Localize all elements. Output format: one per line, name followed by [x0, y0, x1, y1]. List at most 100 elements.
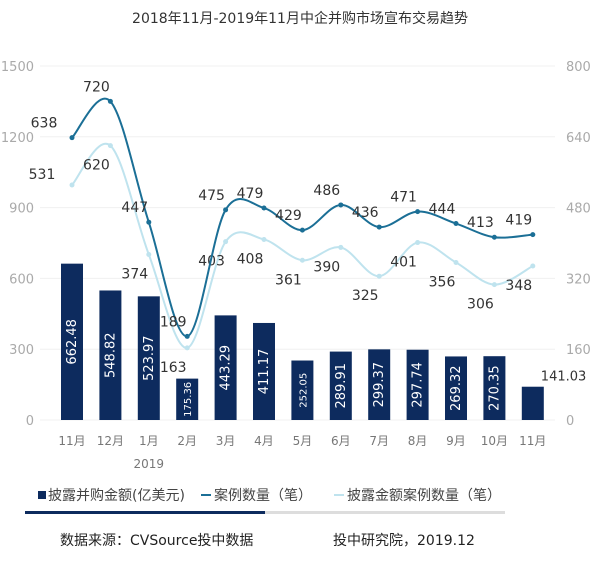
line-value-label: 444 [429, 202, 456, 218]
series-point [376, 224, 382, 230]
bar [368, 349, 391, 420]
bar-value-label: 662.48 [65, 319, 80, 365]
x-tick-label: 8月 [408, 434, 428, 448]
left-tick-label: 600 [9, 272, 34, 287]
line-value-label: 531 [29, 167, 56, 183]
series-point [261, 236, 267, 242]
bar [291, 360, 314, 420]
legend: 披露并购金额(亿美元) 案例数量（笔） 披露金额案例数量（笔） [0, 485, 600, 505]
bar [445, 356, 467, 420]
bar-value-label: 548.82 [103, 332, 118, 378]
series-point [453, 221, 459, 227]
bar-value-label: 270.35 [487, 365, 502, 411]
series-point [453, 259, 459, 265]
line-value-label: 189 [160, 314, 187, 330]
series-point [223, 207, 229, 213]
left-tick-label: 1200 [1, 131, 34, 146]
right-tick-label: 640 [566, 131, 591, 146]
bar [176, 378, 199, 420]
line-value-label: 306 [467, 297, 494, 313]
bar-value-label: 523.97 [142, 335, 157, 381]
bar-value-label: 297.74 [411, 362, 426, 408]
line-value-label: 408 [237, 251, 264, 267]
left-tick-label: 0 [26, 414, 34, 429]
bar-value-label: 299.37 [372, 362, 387, 408]
series-point [415, 209, 421, 215]
x-tick-label: 4月 [254, 434, 274, 448]
series-point [223, 239, 229, 245]
x-tick-label: 11月 [58, 434, 85, 448]
line-value-label: 403 [198, 254, 225, 270]
series-point [415, 240, 421, 246]
bar-value-label: 141.03 [541, 370, 587, 385]
bar [329, 351, 352, 420]
x-tick-label: 9月 [446, 434, 466, 448]
series-point [491, 234, 497, 240]
legend-item-cases: 案例数量（笔） [201, 485, 312, 505]
bar-swatch-icon [38, 491, 46, 499]
line-value-label: 436 [352, 205, 379, 221]
x-tick-label: 5月 [293, 434, 313, 448]
bar [406, 349, 429, 420]
x-tick-label: 7月 [369, 434, 389, 448]
line-value-label: 720 [83, 79, 110, 95]
bar-value-label: 269.32 [449, 365, 464, 411]
left-tick-label: 900 [9, 202, 34, 217]
chart-plot: 0 0 300 160 600 320 900 480 1200 640 1500 800 11月 12月… [1, 60, 591, 471]
series-point [69, 135, 75, 141]
line-value-label: 390 [313, 259, 340, 275]
line-value-label: 638 [31, 116, 58, 132]
bar-value-label: 175.36 [183, 382, 194, 417]
line-value-label: 471 [390, 190, 417, 206]
x-tick-label: 3月 [216, 434, 236, 448]
bar [99, 290, 122, 420]
x-tick-label: 11月 [519, 434, 546, 448]
bar [61, 263, 83, 420]
series-point [299, 257, 305, 263]
line-value-label: 419 [505, 213, 532, 229]
bar [137, 296, 160, 420]
line-value-label: 447 [121, 200, 148, 216]
divider-light [265, 511, 505, 514]
line-value-label: 479 [237, 186, 264, 202]
series-point [107, 98, 113, 104]
line-value-label: 361 [275, 272, 302, 288]
line-value-label: 486 [313, 183, 340, 199]
series-point [146, 219, 152, 225]
x-tick-label: 6月 [331, 434, 351, 448]
series-point [299, 227, 305, 233]
line-swatch-icon [334, 494, 344, 496]
series-line [71, 97, 533, 338]
source-note: 数据来源：CVSource投中数据 [60, 533, 254, 549]
line-value-label: 429 [275, 208, 302, 224]
line-value-label: 163 [160, 360, 187, 376]
left-tick-label: 1500 [1, 60, 34, 75]
line-value-label: 325 [352, 288, 379, 304]
line-value-label: 348 [505, 278, 532, 294]
bar [483, 356, 506, 420]
line-value-label: 620 [83, 158, 110, 174]
left-tick-label: 300 [9, 343, 34, 358]
right-tick-label: 0 [566, 414, 574, 429]
line-value-label: 374 [121, 267, 148, 283]
bar [521, 386, 544, 420]
year-marker: 2019 [134, 457, 165, 471]
divider-dark [25, 511, 265, 514]
bar-value-label: 289.91 [334, 363, 349, 409]
series-point [261, 205, 267, 211]
series-point [338, 202, 344, 208]
x-tick-label: 10月 [481, 434, 508, 448]
series-point [107, 143, 113, 149]
right-tick-label: 160 [566, 343, 591, 358]
series-point [491, 282, 497, 288]
chart-title: 2018年11月-2019年11月中企并购市场宣布交易趋势 [132, 11, 468, 27]
right-tick-label: 320 [566, 272, 591, 287]
bar [253, 322, 275, 420]
bar-value-label: 411.17 [257, 349, 272, 395]
series-point [146, 252, 152, 258]
line-value-label: 401 [390, 255, 417, 271]
series-line [71, 142, 534, 349]
right-tick-label: 480 [566, 202, 591, 217]
series-point [184, 345, 190, 351]
